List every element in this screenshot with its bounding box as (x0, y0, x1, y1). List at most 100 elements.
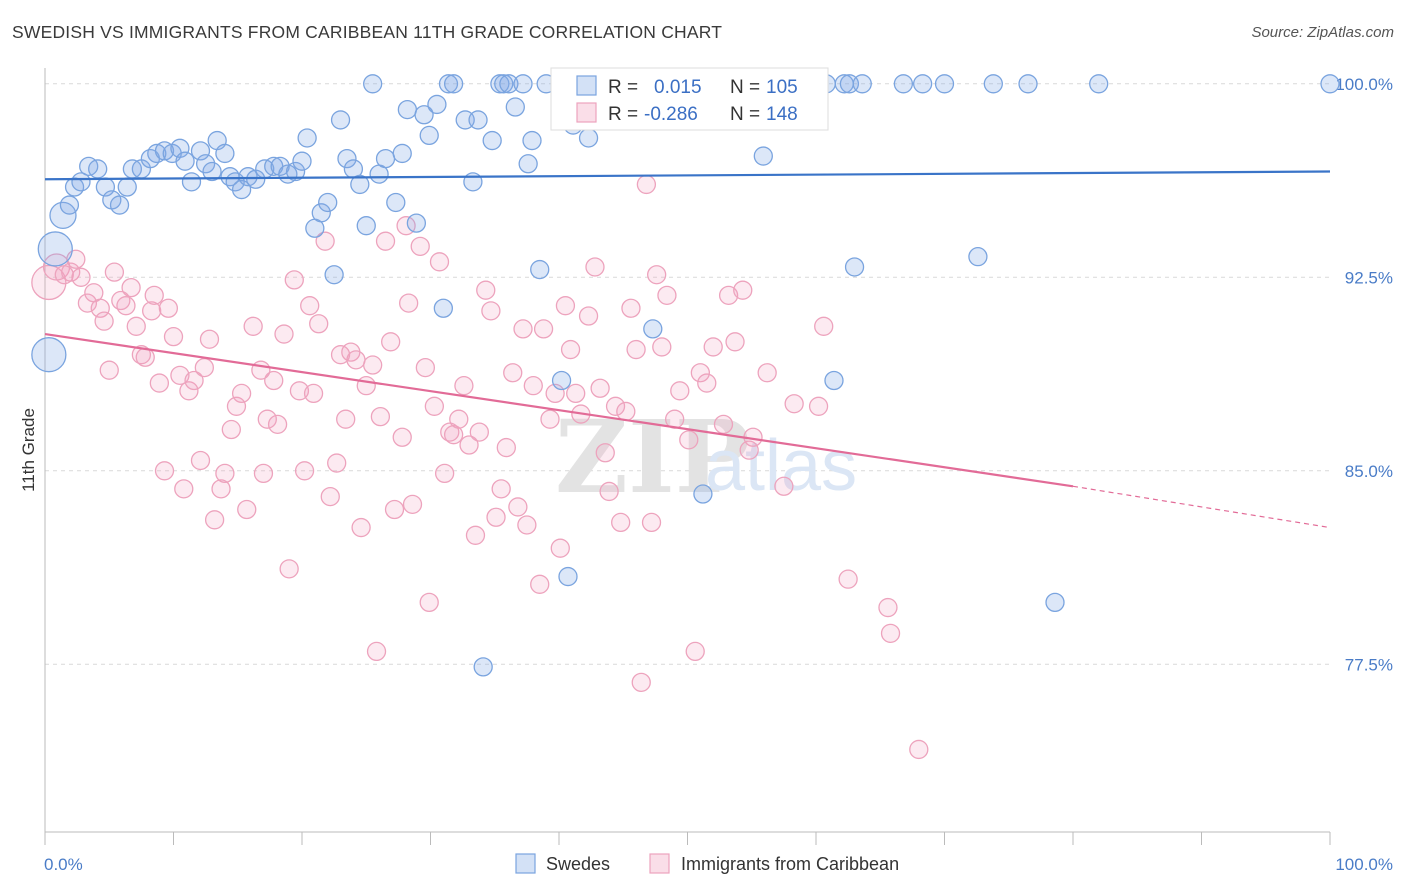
data-point-caribbean (375, 231, 396, 251)
data-point-caribbean (424, 396, 445, 416)
data-point-swedes (551, 370, 572, 391)
legend-r-value-caribbean: -0.286 (644, 104, 698, 125)
data-point-swedes (499, 74, 519, 94)
chart-title: SWEDISH VS IMMIGRANTS FROM CARIBBEAN 11T… (12, 22, 723, 42)
series-legend: Swedes Immigrants from Caribbean (515, 853, 899, 874)
data-point-swedes (363, 74, 383, 94)
y-tick-label: 100.0% (1335, 75, 1393, 94)
data-point-swedes (443, 74, 464, 94)
data-point-swedes (844, 257, 865, 277)
y-tick-label: 77.5% (1345, 655, 1393, 674)
data-point-caribbean (315, 231, 335, 251)
data-point-caribbean (517, 515, 537, 535)
data-point-caribbean (121, 277, 141, 298)
data-point-caribbean (560, 339, 581, 360)
data-point-caribbean (144, 285, 164, 306)
data-point-caribbean (126, 316, 146, 336)
data-point-caribbean (184, 370, 204, 391)
data-point-swedes (337, 148, 357, 169)
data-point-swedes (330, 110, 351, 130)
data-point-swedes (238, 167, 258, 187)
trend-lines (44, 170, 1331, 529)
data-point-caribbean (253, 463, 274, 484)
data-point-swedes (195, 154, 216, 174)
data-point-caribbean (419, 592, 439, 613)
legend-r-value-swedes: 0.015 (654, 77, 702, 98)
data-point-swedes (392, 143, 412, 164)
data-point-caribbean (533, 319, 554, 339)
data-point-swedes (406, 213, 427, 233)
data-point-caribbean (267, 414, 288, 435)
y-tick-label: 92.5% (1345, 268, 1393, 287)
data-point-swedes (318, 192, 338, 213)
data-point-caribbean (476, 280, 496, 300)
data-point-caribbean (784, 394, 804, 414)
data-point-caribbean (513, 319, 533, 339)
y-tick-labels: 77.5% 85.0% 92.5% 100.0% (1335, 75, 1393, 674)
data-point-caribbean (303, 383, 324, 404)
data-point-caribbean (370, 406, 391, 427)
data-point-caribbean (243, 316, 263, 336)
data-point-caribbean (111, 290, 131, 311)
data-point-caribbean (703, 337, 723, 357)
data-point-swedes (513, 74, 533, 94)
data-point-swedes (285, 161, 306, 182)
data-point-caribbean (508, 497, 528, 517)
trend-line-swedes (44, 170, 1331, 181)
data-point-caribbean (135, 347, 155, 367)
data-point-swedes (386, 192, 406, 213)
data-point-caribbean (647, 265, 667, 285)
trend-line-caribbean (44, 332, 1074, 488)
data-point-caribbean (652, 337, 672, 357)
data-point-caribbean (199, 329, 220, 349)
data-point-caribbean (346, 350, 366, 370)
data-point-caribbean (808, 396, 829, 416)
data-point-caribbean (838, 569, 858, 589)
data-point-swedes (270, 156, 290, 177)
data-point-swedes (154, 141, 175, 161)
data-point-swedes (1320, 74, 1340, 94)
data-point-swedes (397, 99, 418, 120)
legend-box (550, 67, 829, 131)
data-point-caribbean (154, 461, 175, 481)
data-point-caribbean (231, 383, 252, 404)
data-point-caribbean (31, 264, 67, 301)
data-point-caribbean (71, 267, 91, 287)
legend-r-label-caribbean: R = (608, 104, 638, 125)
data-point-swedes (181, 172, 202, 192)
data-point-caribbean (221, 419, 241, 440)
data-point-swedes (505, 97, 525, 117)
data-point-caribbean (697, 373, 717, 393)
source-label: Source: ZipAtlas.com (1251, 24, 1394, 41)
data-point-caribbean (481, 301, 501, 321)
data-point-caribbean (336, 409, 356, 429)
x-tick-label-max: 100.0% (1335, 855, 1393, 874)
data-point-caribbean (327, 453, 347, 473)
data-point-caribbean (381, 332, 401, 352)
data-point-swedes (324, 265, 344, 285)
data-point-caribbean (402, 494, 423, 514)
data-point-swedes (438, 74, 459, 94)
data-point-caribbean (294, 461, 315, 481)
data-point-caribbean (774, 476, 794, 496)
data-point-caribbean (351, 517, 371, 538)
data-point-caribbean (392, 427, 412, 447)
data-point-swedes (215, 143, 235, 164)
data-point-swedes (463, 172, 483, 192)
data-point-swedes (558, 566, 578, 587)
data-point-caribbean (237, 499, 257, 520)
data-point-swedes (578, 128, 599, 148)
data-point-caribbean (410, 236, 430, 256)
data-point-caribbean (550, 538, 570, 558)
bottom-legend-label-caribbean: Immigrants from Caribbean (681, 854, 899, 874)
data-point-swedes (522, 130, 542, 151)
data-point-caribbean (880, 623, 901, 643)
data-point-caribbean (757, 363, 777, 383)
data-point-caribbean (309, 314, 329, 334)
data-point-caribbean (415, 357, 436, 378)
data-point-caribbean (555, 296, 576, 316)
data-point-caribbean (363, 355, 383, 375)
data-point-caribbean (149, 373, 170, 393)
data-point-caribbean (685, 641, 705, 662)
